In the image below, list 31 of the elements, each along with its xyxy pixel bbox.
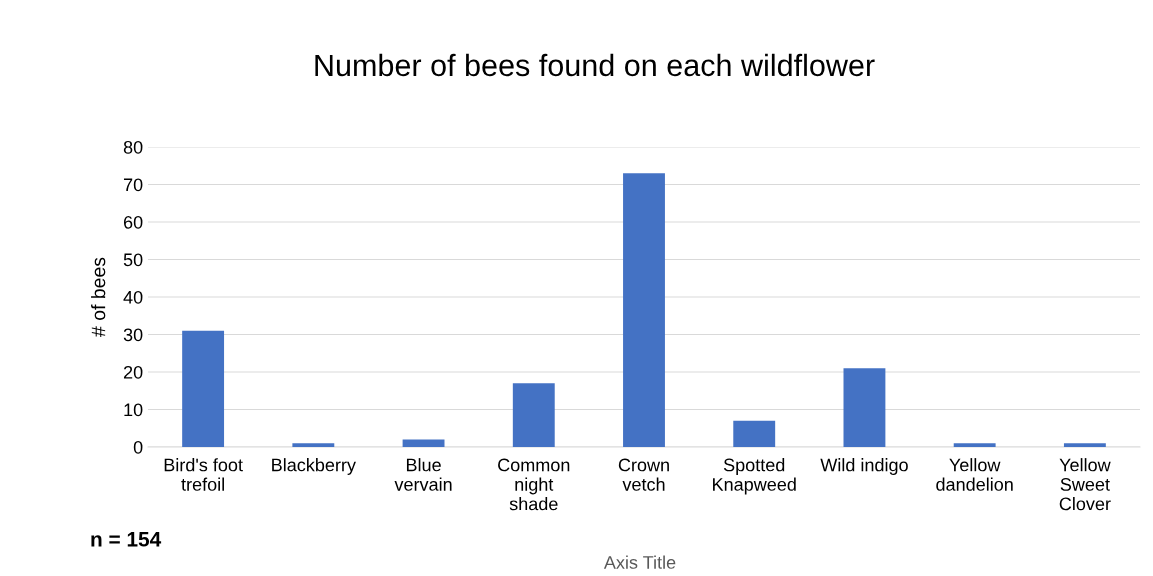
- bar: [953, 443, 996, 447]
- y-tick-label: 80: [123, 140, 143, 154]
- y-tick-label: 10: [124, 403, 143, 417]
- bar: [733, 420, 776, 447]
- x-tick-label: Common night shade: [498, 458, 570, 511]
- x-tick-label: Blackberry: [272, 458, 356, 475]
- x-tick-label: Wild indigo: [820, 458, 908, 475]
- bar: [843, 368, 886, 447]
- bar: [292, 443, 335, 447]
- x-tick-label: Bird's foot trefoil: [164, 458, 243, 491]
- chart-title: Number of bees found on each wildflower: [315, 53, 875, 77]
- x-tick-label: Blue vervain: [394, 458, 452, 491]
- x-tick-label: Yellow Sweet Clover: [1059, 458, 1111, 511]
- y-tick-label: 60: [123, 215, 143, 229]
- y-axis-title: # of bees: [91, 257, 106, 337]
- y-tick-label: 20: [123, 365, 143, 379]
- x-tick-label: Spotted Knapweed: [713, 458, 796, 495]
- x-tick-label: Crown vetch: [618, 458, 669, 491]
- bar: [402, 439, 445, 447]
- y-tick-label: 0: [133, 440, 143, 454]
- y-tick-label: 30: [123, 328, 143, 342]
- bar: [1063, 443, 1106, 447]
- bar: [623, 173, 665, 447]
- y-tick-label: 50: [123, 253, 143, 267]
- text: n = 154: [91, 532, 162, 547]
- y-tick-label: 70: [123, 178, 143, 192]
- y-tick-label: 40: [123, 290, 143, 304]
- x-tick-label: Yellow dandelion: [936, 458, 1013, 491]
- bar: [512, 383, 555, 447]
- bar: [182, 330, 225, 447]
- x-axis-title: Axis Title: [603, 555, 676, 569]
